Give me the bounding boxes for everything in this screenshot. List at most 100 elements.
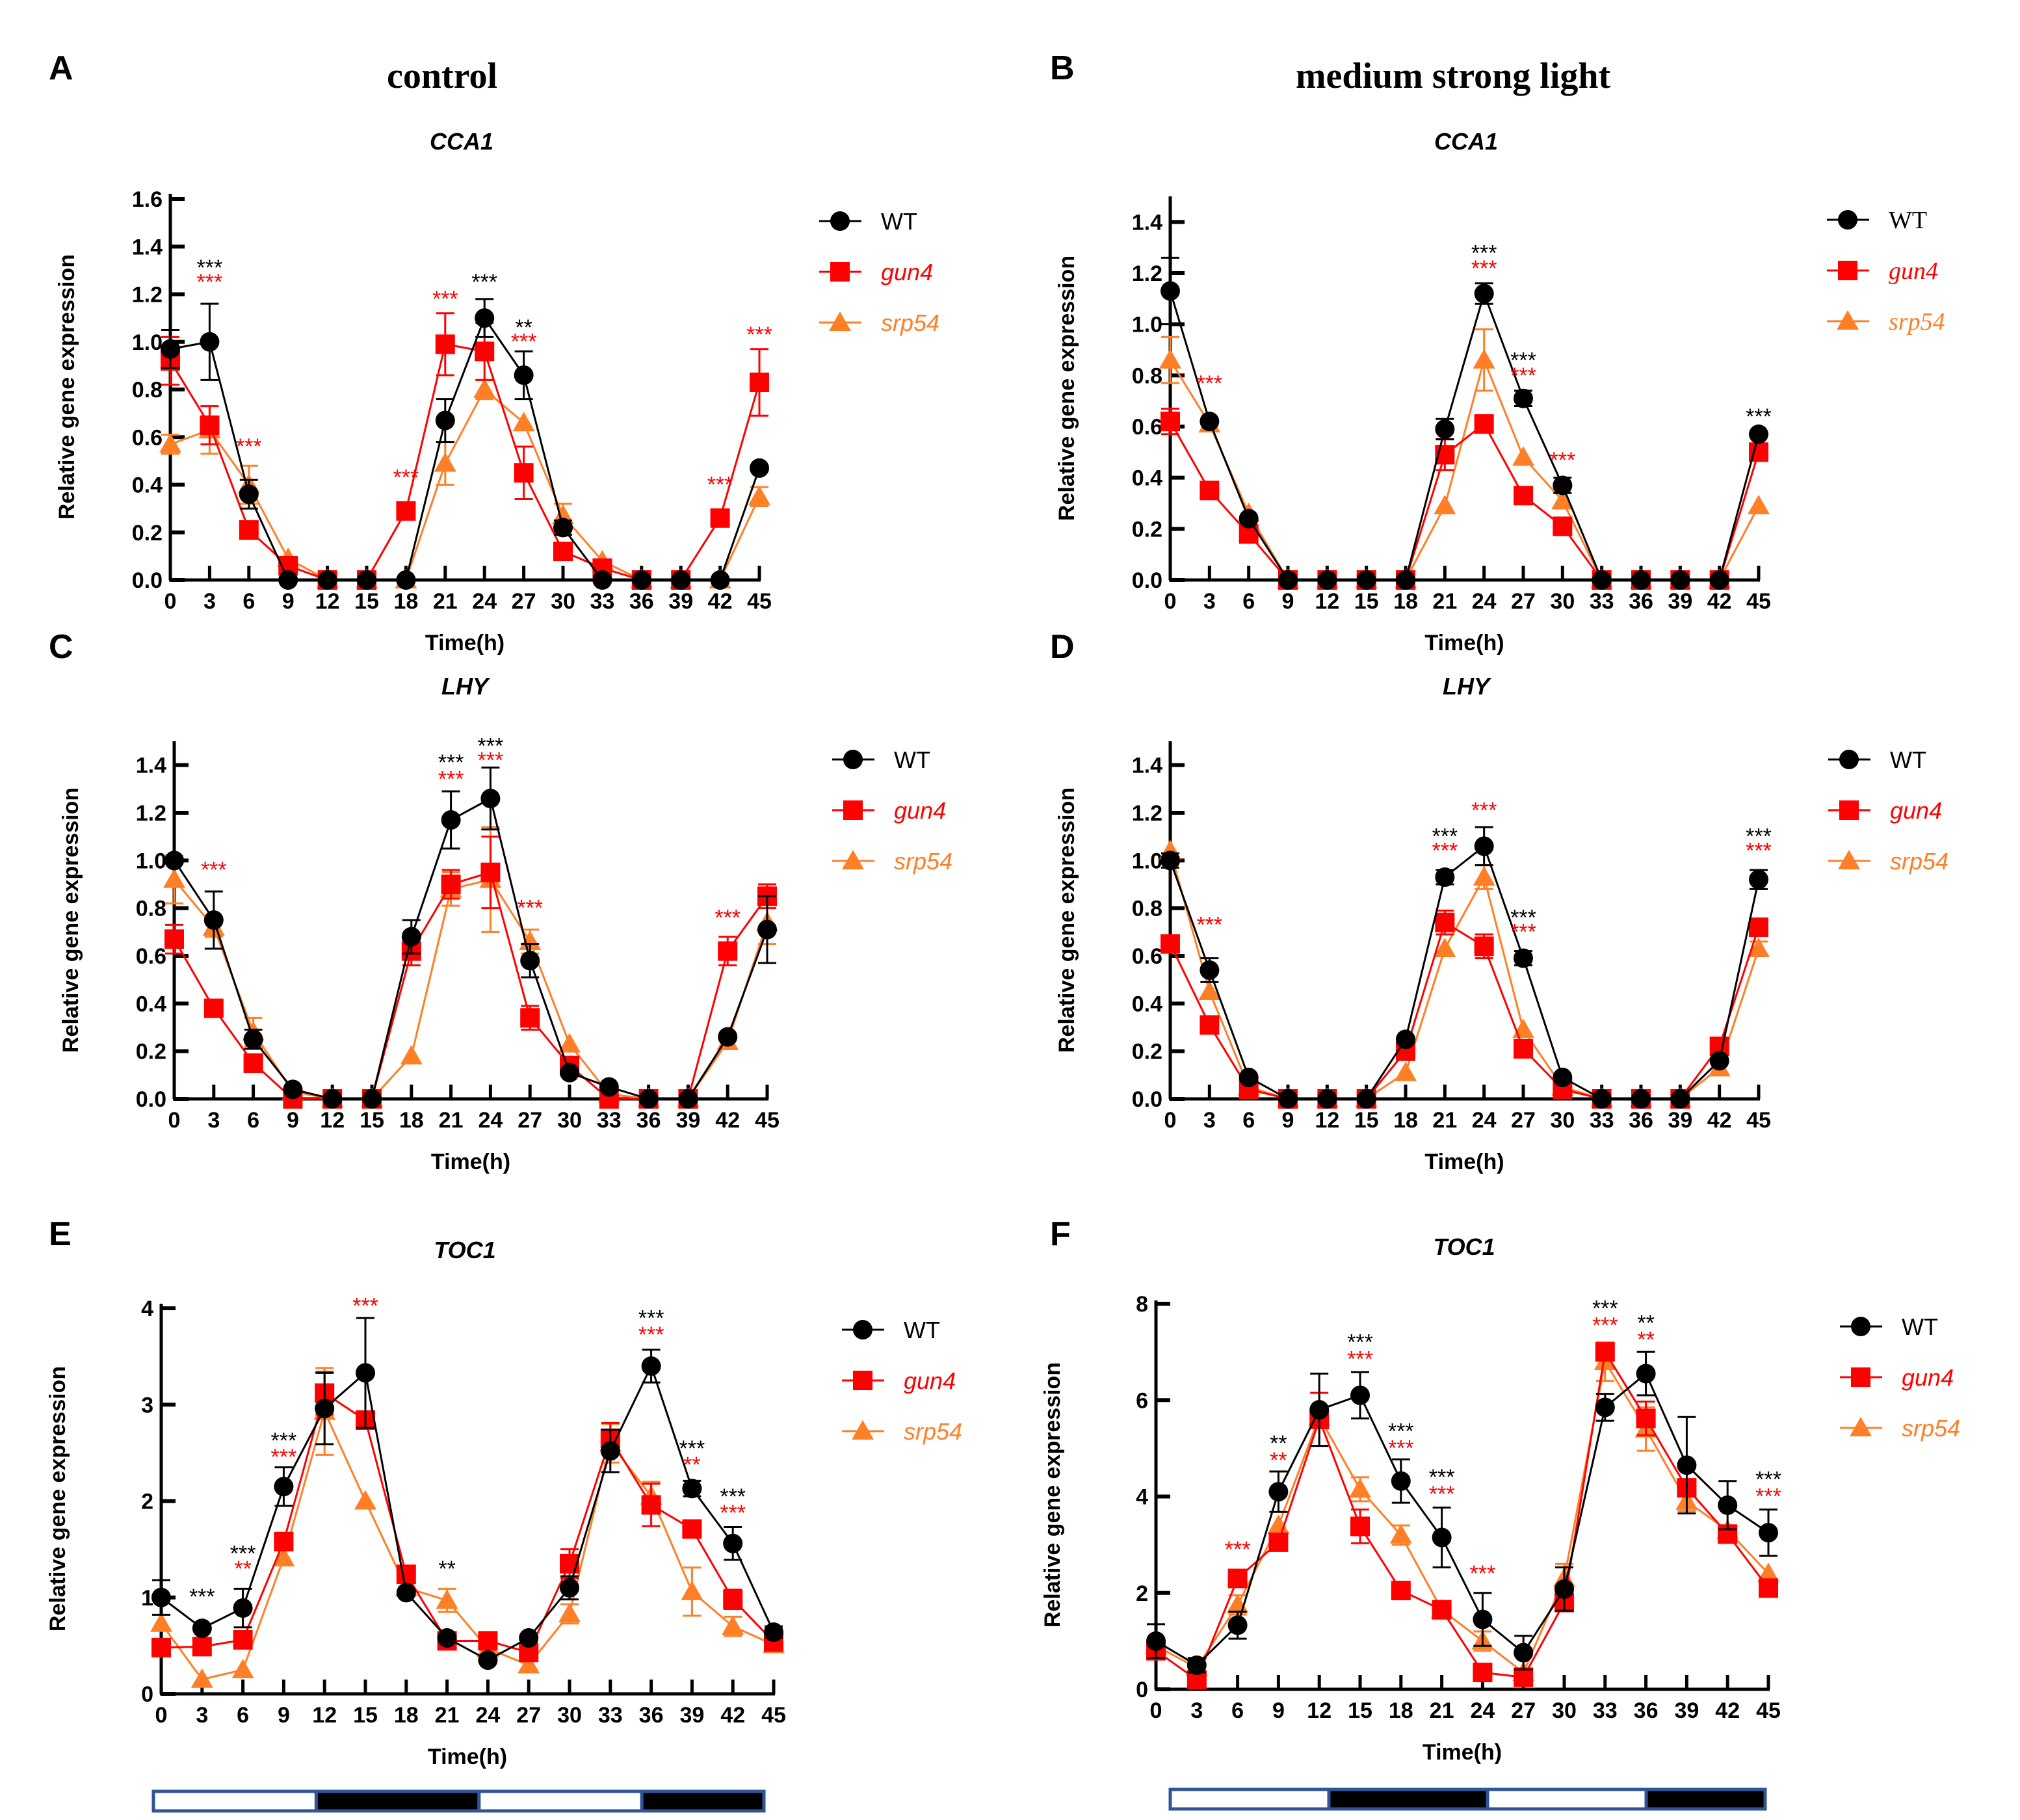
x-tick-label: 0 [1150,1698,1162,1723]
data-point-wt [723,1533,743,1553]
data-point-wt [1553,475,1573,495]
x-tick-label: 3 [1203,1108,1216,1133]
series-line-srp54 [1169,357,1760,581]
x-tick-label: 0 [1164,1108,1177,1133]
legend-label: gun4 [1890,797,1942,824]
legend-item-gun4: gun4 [819,259,933,285]
data-point-wt [1309,1400,1330,1420]
data-point-wt [600,1441,620,1461]
legend-marker-square [853,1371,872,1390]
data-point-wt [278,570,298,590]
x-tick-label: 39 [679,1703,704,1728]
panel-letter-d: D [1050,628,1075,666]
data-point-wt [1677,1455,1697,1475]
data-point-wt [1278,1089,1298,1109]
data-point-srp54 [159,433,181,453]
x-tick-label: 42 [1707,1108,1732,1133]
x-tick-label: 42 [708,589,733,614]
x-tick-label: 0 [164,589,177,614]
legend-marker-circle [1851,1317,1870,1336]
y-tick-label: 1.4 [132,235,163,259]
data-point-gun4 [1636,1408,1656,1429]
significance-marker: *** [638,1323,664,1347]
y-tick-label: 0.2 [132,521,163,546]
data-point-wt [514,365,534,386]
photoperiod-segment-light [1486,1787,1648,1811]
data-point-gun4 [200,415,220,435]
x-tick-label: 45 [1756,1698,1781,1723]
x-tick-label: 12 [320,1108,345,1133]
x-tick-label: 36 [629,589,654,614]
x-tick-label: 12 [315,589,340,614]
data-point-gun4 [203,998,224,1018]
legend-item-wt: WT [819,208,917,235]
legend-marker-square [1851,1367,1870,1387]
x-tick-label: 21 [1432,589,1457,614]
significance-marker: *** [1225,1537,1251,1562]
y-tick-label: 0.6 [1132,415,1162,440]
data-point-wt [435,410,455,430]
data-point-wt [1709,570,1729,590]
data-point-srp54 [558,1033,581,1053]
data-point-srp54 [434,452,456,472]
data-point-gun4 [1553,516,1573,536]
series-line-srp54 [170,388,761,581]
x-tick-label: 9 [1282,589,1294,614]
data-point-gun4 [164,929,184,949]
x-tick-label: 33 [590,589,614,614]
legend: WT gun4 srp54 [832,746,952,875]
data-point-wt [396,570,416,590]
data-point-srp54 [1757,1563,1779,1583]
y-axis-label: Relative gene expression [1055,787,1079,1053]
significance-marker: *** [517,896,543,921]
x-tick-label: 30 [551,589,575,614]
y-tick-label: 1.0 [132,330,163,355]
data-point-wt [750,458,769,478]
y-tick-label: 3 [141,1393,153,1418]
legend-label: gun4 [881,259,933,285]
x-tick-label: 6 [237,1703,249,1728]
data-point-wt [475,308,495,328]
series-line-gun4 [161,1391,775,1654]
data-point-wt [1396,1029,1415,1049]
data-point-wt [1709,1051,1729,1071]
series-line-wt [161,1363,775,1661]
significance-marker: *** [1470,1561,1496,1586]
significance-marker: *** [236,434,262,459]
x-tick-label: 30 [557,1703,582,1728]
data-point-gun4 [750,373,769,393]
panel-letter-e: E [49,1215,72,1253]
data-point-wt [560,1062,579,1083]
y-axis-label: Relative gene expression [59,787,83,1053]
y-tick-label: 0 [141,1682,153,1707]
y-axis-label: Relative gene expression [46,1366,70,1631]
photoperiod-segment-dark [1327,1787,1489,1811]
data-point-wt [1718,1495,1738,1515]
legend-item-srp54: srp54 [1840,1415,1960,1442]
data-point-srp54 [272,1546,295,1566]
x-tick-label: 21 [439,1108,464,1133]
significance-marker: *** [1549,448,1575,473]
significance-marker: *** [1347,1347,1373,1371]
x-tick-label: 45 [761,1703,786,1728]
x-tick-label: 24 [472,589,497,614]
y-tick-label: 0.6 [132,425,163,450]
data-point-srp54 [1267,1514,1290,1534]
legend-marker-circle [843,750,863,769]
legend-marker-circle [1838,210,1857,230]
data-point-srp54 [1512,446,1534,466]
legend-marker-triangle [1838,850,1860,869]
data-point-gun4 [475,341,495,362]
panel-letter-f: F [1050,1215,1071,1253]
y-tick-label: 0.2 [136,1040,166,1064]
data-point-wt [1239,508,1259,529]
panel-letter-a: A [49,49,73,87]
data-point-srp54 [558,1602,581,1622]
series-gun4 [1146,1342,1778,1690]
x-tick-label: 12 [312,1703,337,1728]
data-point-srp54 [1473,866,1495,886]
data-point-gun4 [723,1589,743,1609]
